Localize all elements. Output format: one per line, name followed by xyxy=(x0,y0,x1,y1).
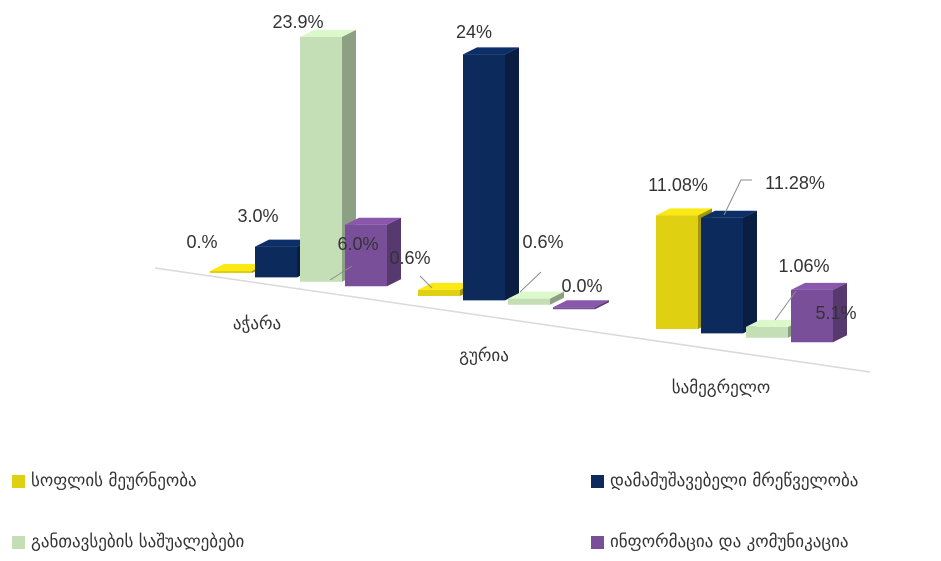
bar xyxy=(463,47,519,301)
bar-top xyxy=(345,217,401,225)
legend-label: სოფლის მეურნეობა xyxy=(31,471,197,491)
bar-top xyxy=(656,208,712,216)
legend-label: ინფორმაცია და კომუნიკაცია xyxy=(610,532,849,552)
bar-chart: 0.% 3.0% 23.9% 6.0% 0.6% 24% 0.6% 0.0% 11.08% 11.… xyxy=(154,12,871,398)
legend-swatch xyxy=(12,535,25,549)
legend-item: სოფლის მეურნეობა xyxy=(12,471,197,491)
category-label: აჭარა xyxy=(233,314,281,334)
bar-front xyxy=(463,54,505,301)
bar-side xyxy=(550,291,564,305)
category-label: სამეგრელო xyxy=(672,378,771,398)
data-label: 0.0% xyxy=(561,276,602,296)
leader-line xyxy=(329,265,353,281)
legend-label: დამამუშავებელი მრეწველობა xyxy=(610,471,859,491)
bar-front xyxy=(418,289,460,296)
data-label: 24% xyxy=(456,22,492,42)
data-label: 6.0% xyxy=(337,234,378,254)
legend-swatch xyxy=(591,474,604,488)
legend-item: დამამუშავებელი მრეწველობა xyxy=(591,471,858,491)
legend-item: განთავსების საშუალებები xyxy=(12,532,244,552)
leader-line xyxy=(419,275,433,289)
data-label: 11.08% xyxy=(648,175,708,195)
bar xyxy=(508,291,564,305)
data-label: 0.6% xyxy=(522,232,563,252)
bar-front xyxy=(791,289,833,343)
bar-side xyxy=(342,29,356,282)
leader-line xyxy=(519,271,542,293)
legend-item: ინფორმაცია და კომუნიკაცია xyxy=(591,532,849,552)
legend-label: განთავსების საშუალებები xyxy=(31,532,245,552)
data-label: 11.28% xyxy=(765,173,825,193)
bar-front xyxy=(508,298,550,305)
legend-swatch xyxy=(12,474,25,488)
bar-front xyxy=(701,217,743,334)
bar-top xyxy=(463,47,519,55)
bar xyxy=(300,29,356,282)
bar-side xyxy=(387,217,401,287)
data-label: 1.06% xyxy=(778,256,829,276)
data-label: 0.% xyxy=(186,232,217,252)
bar-front xyxy=(210,271,252,273)
data-label: 23.9% xyxy=(272,12,323,32)
bar-front xyxy=(255,246,297,278)
bar xyxy=(701,210,757,334)
bar-front xyxy=(553,307,595,310)
leader-line xyxy=(774,290,797,321)
data-label: 0.6% xyxy=(389,248,430,268)
bar xyxy=(791,282,847,343)
bar-side xyxy=(505,47,519,301)
bar-top xyxy=(508,291,564,299)
bar-top xyxy=(418,282,474,290)
bar-front xyxy=(345,224,387,287)
bar-top xyxy=(553,300,609,308)
data-label: 3.0% xyxy=(237,206,278,226)
category-label: გურია xyxy=(459,346,509,366)
bar-top xyxy=(746,319,802,327)
bar-front xyxy=(656,215,698,329)
bar-top xyxy=(300,29,356,37)
bar-top xyxy=(255,239,311,247)
bar-front xyxy=(746,326,788,338)
leader-line xyxy=(723,179,752,216)
legend-swatch xyxy=(591,535,604,549)
bar-top xyxy=(791,282,847,290)
bar-top xyxy=(210,264,266,271)
data-label: 5.1% xyxy=(815,303,856,323)
bar xyxy=(553,300,609,310)
bar-side xyxy=(743,210,757,334)
bar xyxy=(345,217,401,287)
bar-side xyxy=(595,300,609,310)
bar-top xyxy=(701,210,757,218)
bar-side xyxy=(833,282,847,343)
bar-front xyxy=(300,36,342,282)
floor-line xyxy=(154,267,871,373)
